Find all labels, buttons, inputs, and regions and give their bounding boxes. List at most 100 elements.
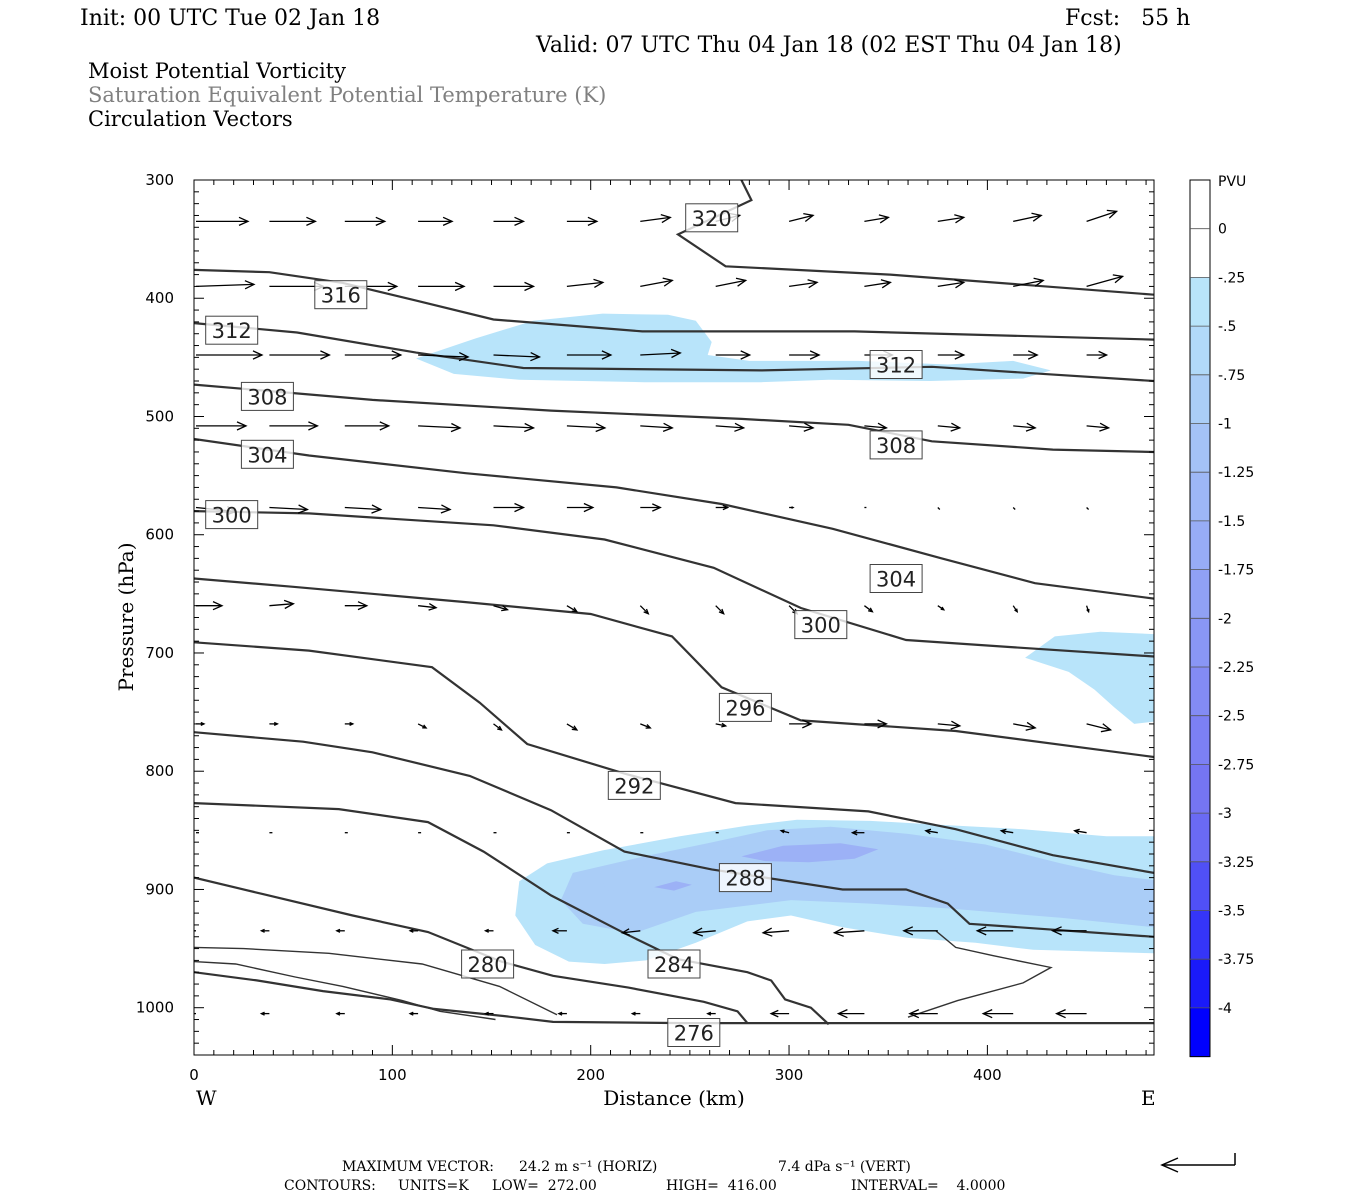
colorbar-unit: PVU [1218,174,1246,190]
vector-0-12 [1086,209,1119,223]
colorbar-swatch-10 [1190,667,1210,717]
vector-1-7 [715,277,748,288]
vector-3-12 [1086,422,1111,432]
colorbar-level-7: -1.75 [1218,563,1254,579]
y-tick-900: 900 [145,880,174,898]
vector-6-5 [566,723,579,731]
vector-9-5 [557,1011,567,1016]
x-tick-400: 400 [973,1066,1002,1084]
vector-2-6 [640,348,682,359]
reference-vector [1160,1153,1236,1173]
vector-2-11 [1013,350,1039,360]
vector-4-1 [269,504,309,514]
vector-8-3 [408,928,419,933]
mpv-shading [416,313,1154,964]
vector-6-1 [269,721,279,726]
footer-max-vector-horiz: 24.2 m s⁻¹ (HORIZ) [519,1159,657,1175]
colorbar-level-0: 0 [1218,222,1227,238]
y-tick-500: 500 [145,407,174,425]
colorbar-level-16: -4 [1218,1001,1232,1017]
vector-0-0 [196,216,250,226]
vector-6-6 [640,723,652,729]
vector-4-7 [715,504,730,511]
vector-7-8 [779,829,790,834]
colorbar-swatch-6 [1190,472,1210,522]
vector-4-5 [566,502,595,513]
vector-5-0 [196,601,224,611]
vector-8-12 [1051,926,1087,936]
x-tick-100: 100 [378,1066,407,1084]
vector-5-6 [639,605,650,615]
vector-5-9 [864,605,874,613]
vector-7-10 [924,828,938,835]
vector-7-11 [999,828,1014,835]
contour-300 [194,510,1154,658]
vector-4-8 [789,506,795,509]
y-tick-300: 300 [145,171,174,189]
footer-contours-high: HIGH= 416.00 [666,1178,777,1194]
contour-316 [194,268,1154,341]
vector-5-4 [493,605,510,612]
vector-2-4 [493,352,542,362]
vector-9-3 [408,1011,419,1016]
svg-text:312: 312 [876,354,916,378]
vector-6-12 [1086,723,1113,733]
colorbar-swatch-9 [1190,618,1210,668]
vector-2-3 [418,352,470,362]
mpv-region-4 [602,836,988,895]
vector-0-10 [937,214,966,224]
vector-5-2 [344,601,369,611]
vector-8-8 [761,927,790,937]
vector-8-2 [335,928,345,933]
svg-text:300: 300 [801,614,841,638]
thetae-contours [194,180,1154,1026]
contour-label-308-1: 308 [240,381,294,411]
vector-9-4 [483,1011,494,1016]
svg-text:312: 312 [212,319,252,343]
vector-3-2 [344,421,391,431]
footer-max-vector-label: MAXIMUM VECTOR: [342,1159,494,1175]
colorbar-level-2: -.5 [1218,319,1236,335]
x-end-label-west: W [196,1086,217,1110]
colorbar-level-13: -3.25 [1218,855,1254,871]
vector-1-10 [937,279,966,289]
x-tick-0: 0 [189,1066,199,1084]
vector-6-3 [417,723,428,729]
contour-320 [675,180,1154,296]
vector-1-12 [1086,274,1125,288]
vector-9-12 [1055,1009,1087,1019]
vector-9-0 [194,1012,196,1015]
vector-2-10 [937,350,966,360]
vector-8-1 [259,928,270,933]
svg-text:280: 280 [468,953,508,977]
svg-text:288: 288 [725,867,765,891]
y-axis-label: Pressure (hPa) [114,543,138,692]
contour-minor-13 [194,946,558,1016]
vector-9-8 [769,1009,790,1018]
footer-contours-units: UNITS=K [398,1178,469,1194]
colorbar-swatch-12 [1190,764,1210,814]
colorbar-swatch-14 [1190,861,1210,911]
vector-2-0 [196,350,264,360]
vector-8-6 [620,928,641,936]
vector-3-5 [566,422,607,433]
vector-1-3 [418,281,466,292]
vector-9-10 [908,1009,938,1019]
x-tick-300: 300 [775,1066,804,1084]
colorbar-swatch-5 [1190,423,1210,473]
colorbar-level-4: -1 [1218,417,1232,433]
colorbar-level-8: -2 [1218,611,1232,627]
contour-labels: 320 316 312 312 308 308 304 304 300 300 296 292 288 2… [205,203,923,1047]
vector-7-12 [1073,828,1087,835]
vector-5-7 [715,605,725,615]
colorbar-level-11: -2.75 [1218,757,1254,773]
contour-label-304-2: 304 [869,564,923,593]
vector-4-6 [640,503,662,512]
colorbar-swatch-16 [1190,959,1210,1009]
vector-0-11 [1013,212,1043,223]
vector-2-5 [566,350,613,360]
vector-3-6 [640,422,674,433]
vector-6-8 [789,719,813,729]
svg-text:284: 284 [654,953,694,977]
vector-8-10 [902,926,938,936]
